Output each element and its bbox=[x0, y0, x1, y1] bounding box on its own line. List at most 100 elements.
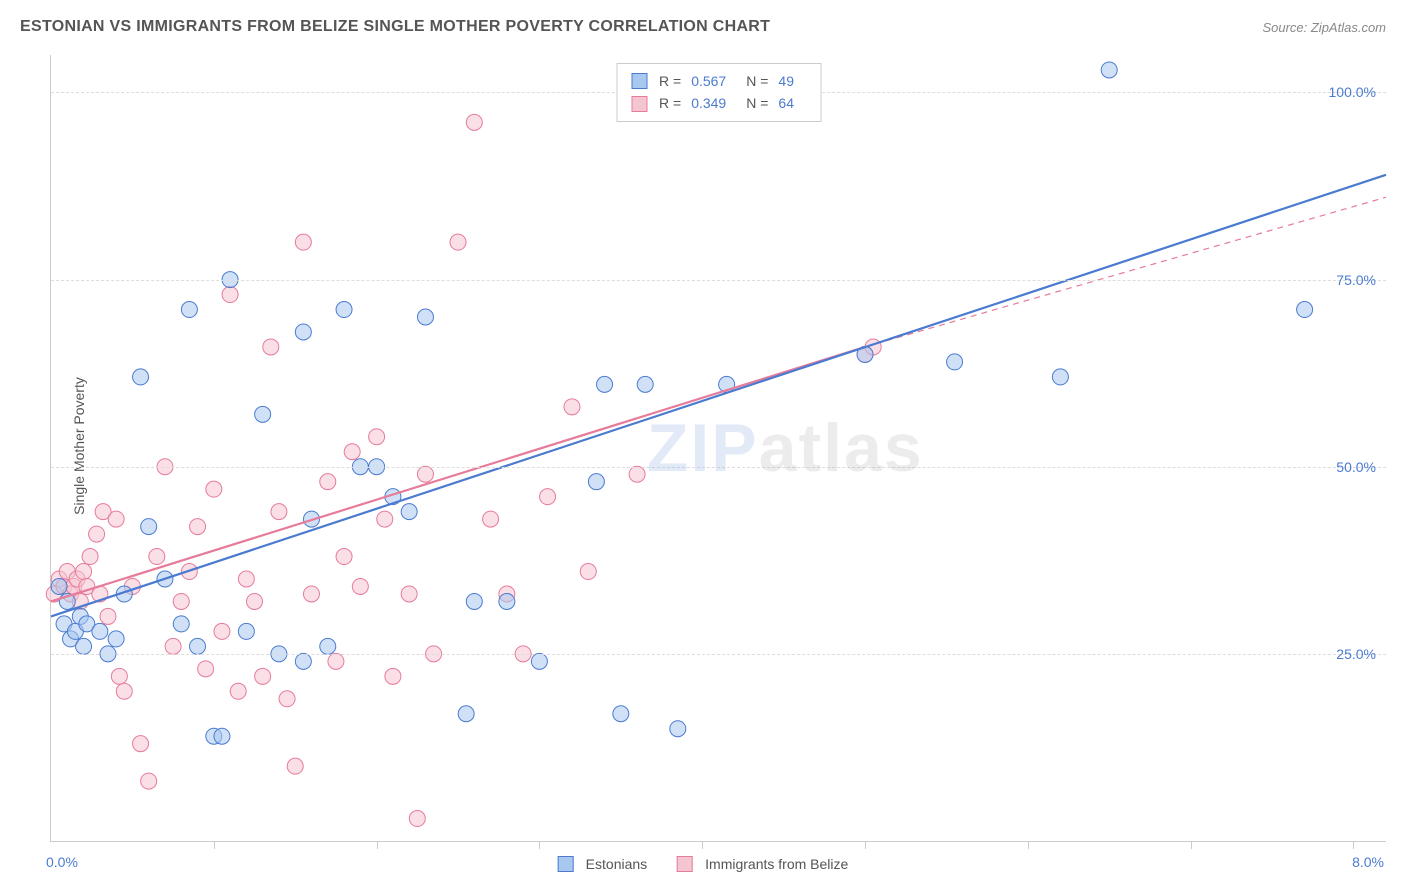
blue-point bbox=[190, 638, 206, 654]
pink-point bbox=[385, 668, 401, 684]
pink-point bbox=[564, 399, 580, 415]
r-value-blue: 0.567 bbox=[691, 70, 726, 92]
blue-point bbox=[108, 631, 124, 647]
x-tick bbox=[865, 841, 866, 849]
blue-point bbox=[76, 638, 92, 654]
blue-point bbox=[466, 593, 482, 609]
blue-point bbox=[417, 309, 433, 325]
x-axis-min-label: 0.0% bbox=[46, 854, 78, 870]
blue-point bbox=[637, 376, 653, 392]
blue-point bbox=[670, 721, 686, 737]
pink-point bbox=[287, 758, 303, 774]
blue-point bbox=[531, 653, 547, 669]
pink-point bbox=[295, 234, 311, 250]
pink-point bbox=[238, 571, 254, 587]
blue-point bbox=[1101, 62, 1117, 78]
pink-point bbox=[230, 683, 246, 699]
y-tick-label: 50.0% bbox=[1336, 459, 1376, 475]
pink-point bbox=[417, 466, 433, 482]
pink-point bbox=[76, 564, 92, 580]
x-tick bbox=[214, 841, 215, 849]
legend-swatch-blue bbox=[558, 856, 574, 872]
pink-point bbox=[483, 511, 499, 527]
pink-point bbox=[190, 519, 206, 535]
blue-point bbox=[141, 519, 157, 535]
y-tick-label: 100.0% bbox=[1329, 84, 1376, 100]
pink-point bbox=[108, 511, 124, 527]
n-label: N = bbox=[746, 70, 768, 92]
pink-point bbox=[173, 593, 189, 609]
pink-point bbox=[409, 811, 425, 827]
source-attribution: Source: ZipAtlas.com bbox=[1262, 20, 1386, 35]
blue-point bbox=[295, 324, 311, 340]
x-tick bbox=[1028, 841, 1029, 849]
pink-point bbox=[263, 339, 279, 355]
r-label: R = bbox=[659, 70, 681, 92]
pink-point bbox=[450, 234, 466, 250]
blue-point bbox=[588, 474, 604, 490]
blue-point bbox=[401, 504, 417, 520]
blue-point bbox=[92, 623, 108, 639]
legend-label: Immigrants from Belize bbox=[705, 856, 848, 872]
pink-point bbox=[466, 114, 482, 130]
pink-point bbox=[328, 653, 344, 669]
scatter-svg bbox=[51, 55, 1386, 841]
r-value-pink: 0.349 bbox=[691, 92, 726, 114]
plot-area: ZIPatlas R = 0.567 N = 49 R = 0.349 N = … bbox=[50, 55, 1386, 842]
blue-point bbox=[499, 593, 515, 609]
pink-point bbox=[116, 683, 132, 699]
legend-stats-box: R = 0.567 N = 49 R = 0.349 N = 64 bbox=[616, 63, 821, 122]
x-tick bbox=[377, 841, 378, 849]
legend-row-pink: R = 0.349 N = 64 bbox=[631, 92, 806, 114]
n-value-blue: 49 bbox=[778, 70, 794, 92]
n-value-pink: 64 bbox=[778, 92, 794, 114]
blue-point bbox=[295, 653, 311, 669]
pink-point bbox=[198, 661, 214, 677]
pink-point bbox=[629, 466, 645, 482]
pink-point bbox=[89, 526, 105, 542]
x-tick bbox=[539, 841, 540, 849]
legend-swatch-pink bbox=[677, 856, 693, 872]
blue-point bbox=[238, 623, 254, 639]
x-tick bbox=[702, 841, 703, 849]
blue-point bbox=[173, 616, 189, 632]
legend-swatch-pink bbox=[631, 96, 647, 112]
pink-point bbox=[149, 549, 165, 565]
pink-point bbox=[141, 773, 157, 789]
legend-bottom: Estonians Immigrants from Belize bbox=[558, 856, 849, 872]
legend-item-estonians: Estonians bbox=[558, 856, 647, 872]
trend-line-pink bbox=[51, 347, 865, 602]
gridline bbox=[51, 654, 1386, 655]
trend-line-blue bbox=[51, 175, 1386, 617]
pink-point bbox=[206, 481, 222, 497]
pink-point bbox=[279, 691, 295, 707]
blue-point bbox=[597, 376, 613, 392]
blue-point bbox=[214, 728, 230, 744]
pink-point bbox=[111, 668, 127, 684]
blue-point bbox=[613, 706, 629, 722]
pink-point bbox=[133, 736, 149, 752]
r-label: R = bbox=[659, 92, 681, 114]
pink-point bbox=[352, 578, 368, 594]
legend-item-belize: Immigrants from Belize bbox=[677, 856, 848, 872]
n-label: N = bbox=[746, 92, 768, 114]
pink-point bbox=[320, 474, 336, 490]
pink-point bbox=[165, 638, 181, 654]
legend-swatch-blue bbox=[631, 73, 647, 89]
pink-point bbox=[580, 564, 596, 580]
pink-point bbox=[401, 586, 417, 602]
blue-point bbox=[458, 706, 474, 722]
blue-point bbox=[1297, 302, 1313, 318]
pink-point bbox=[271, 504, 287, 520]
x-axis-max-label: 8.0% bbox=[1352, 854, 1384, 870]
gridline bbox=[51, 467, 1386, 468]
pink-point bbox=[344, 444, 360, 460]
pink-point bbox=[222, 287, 238, 303]
pink-point bbox=[214, 623, 230, 639]
x-tick bbox=[1353, 841, 1354, 849]
pink-point bbox=[82, 549, 98, 565]
pink-point bbox=[100, 608, 116, 624]
legend-label: Estonians bbox=[586, 856, 647, 872]
pink-point bbox=[377, 511, 393, 527]
blue-point bbox=[133, 369, 149, 385]
